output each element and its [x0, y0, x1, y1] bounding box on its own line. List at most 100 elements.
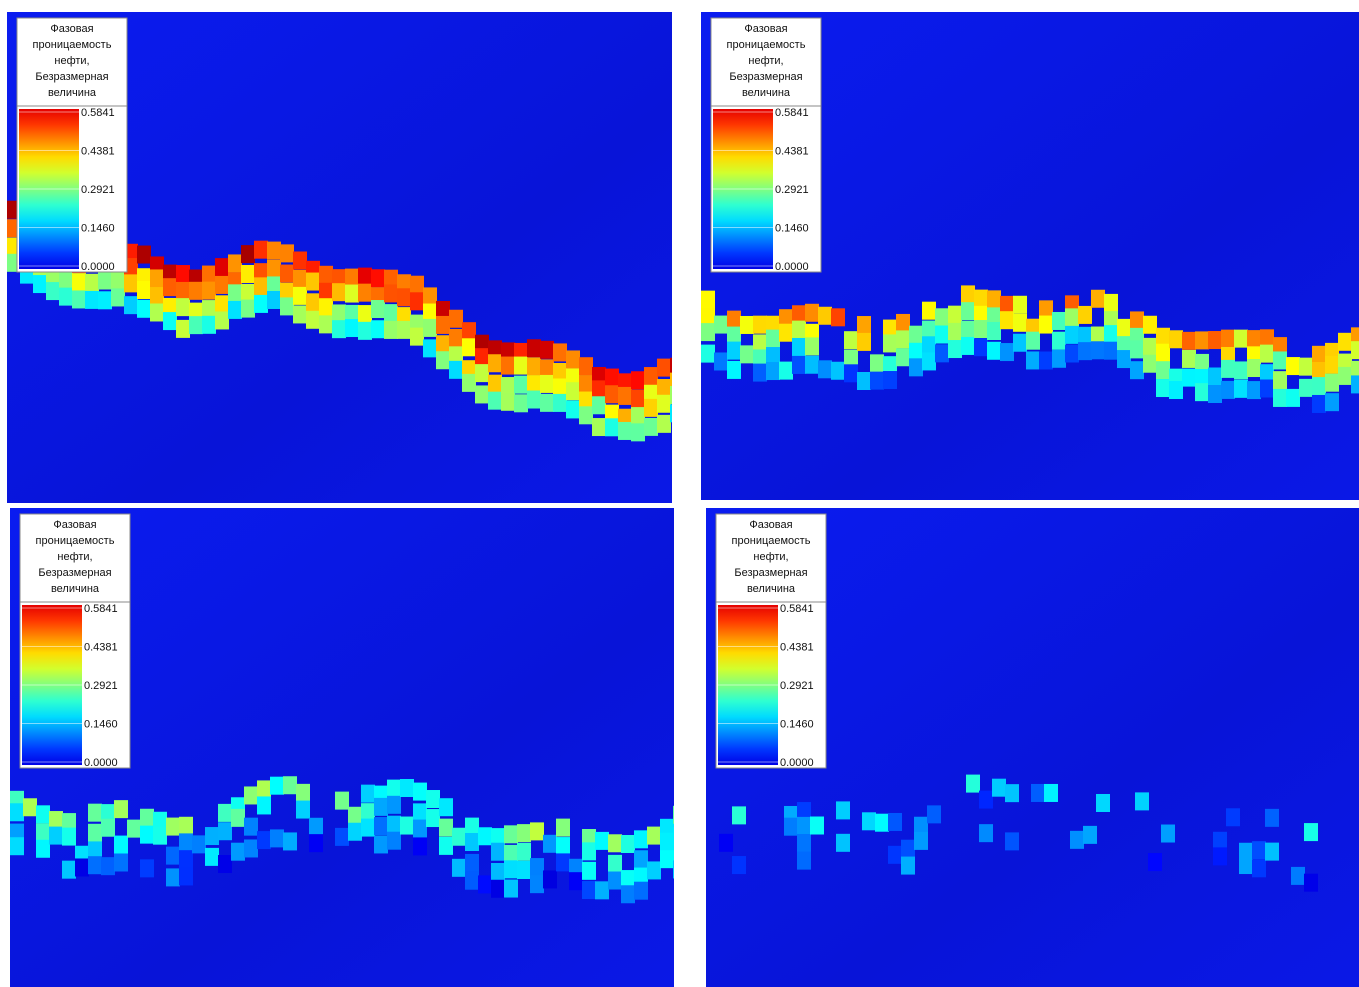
grid-cell	[267, 260, 281, 278]
grid-cell	[883, 334, 897, 352]
grid-cell	[1260, 380, 1274, 398]
grid-cell	[501, 357, 515, 375]
grid-cell	[88, 804, 102, 822]
grid-cell	[1078, 327, 1092, 345]
grid-cell	[179, 833, 193, 851]
grid-cell	[1135, 792, 1149, 810]
grid-cell	[922, 336, 936, 354]
grid-cell	[465, 872, 479, 890]
panel: Фазоваяпроницаемостьнефти,Безразмернаяве…	[701, 12, 1359, 500]
grid-cell	[1325, 356, 1339, 374]
grid-cell	[922, 321, 936, 339]
grid-cell	[10, 803, 24, 821]
grid-cell	[792, 338, 806, 356]
grid-cell	[753, 316, 767, 334]
grid-cell	[631, 407, 645, 425]
grid-cell	[1169, 330, 1183, 348]
grid-cell	[540, 375, 554, 393]
grid-cell	[176, 282, 190, 300]
legend-title: проницаемость	[732, 535, 811, 547]
grid-cell	[202, 316, 216, 334]
grid-cell	[857, 372, 871, 390]
grid-cell	[530, 875, 544, 893]
grid-cell	[1252, 859, 1266, 877]
grid-cell	[488, 354, 502, 372]
grid-cell	[1234, 330, 1248, 348]
grid-cell	[922, 302, 936, 320]
grid-cell	[1286, 389, 1300, 407]
grid-cell	[452, 859, 466, 877]
grid-cell	[1156, 328, 1170, 346]
grid-cell	[449, 310, 463, 328]
grid-cell	[553, 394, 567, 412]
grid-cell	[293, 270, 307, 288]
grid-cell	[371, 320, 385, 338]
legend-title: нефти,	[57, 551, 92, 563]
grid-cell	[439, 837, 453, 855]
grid-cell	[1044, 784, 1058, 802]
grid-cell	[166, 847, 180, 865]
grid-cell	[1013, 296, 1027, 314]
grid-cell	[1039, 352, 1053, 370]
tick-label: 0.5841	[81, 107, 115, 119]
grid-cell	[36, 823, 50, 841]
grid-cell	[358, 268, 372, 286]
grid-cell	[909, 343, 923, 361]
grid-cell	[176, 265, 190, 283]
grid-cell	[1013, 314, 1027, 332]
grid-cell	[413, 837, 427, 855]
grid-cell	[36, 840, 50, 858]
grid-cell	[527, 339, 541, 357]
grid-cell	[579, 406, 593, 424]
grid-cell	[504, 845, 518, 863]
grid-cell	[309, 818, 323, 836]
grid-cell	[579, 357, 593, 375]
grid-cell	[556, 819, 570, 837]
grid-cell	[241, 300, 255, 318]
grid-cell	[644, 367, 658, 385]
grid-cell	[101, 819, 115, 837]
legend: Фазоваяпроницаемостьнефти,Безразмернаяве…	[711, 18, 821, 273]
grid-cell	[974, 290, 988, 308]
grid-cell	[556, 837, 570, 855]
grid-cell	[1226, 808, 1240, 826]
grid-cell	[176, 298, 190, 316]
grid-cell	[257, 780, 271, 798]
grid-cell	[1031, 784, 1045, 802]
grid-cell	[673, 806, 674, 824]
grid-cell	[857, 333, 871, 351]
grid-cell	[254, 277, 268, 295]
grid-cell	[361, 785, 375, 803]
grid-cell	[374, 835, 388, 853]
grid-cell	[766, 330, 780, 348]
grid-cell	[413, 783, 427, 801]
grid-cell	[98, 272, 112, 290]
grid-cell	[62, 861, 76, 879]
legend-title: Безразмерная	[35, 71, 108, 83]
grid-cell	[831, 308, 845, 326]
grid-cell	[488, 392, 502, 410]
grid-cell	[374, 798, 388, 816]
grid-cell	[543, 835, 557, 853]
legend-title: нефти,	[748, 55, 783, 67]
grid-cell	[1104, 294, 1118, 312]
grid-cell	[1273, 351, 1287, 369]
grid-cell	[1005, 832, 1019, 850]
grid-cell	[410, 292, 424, 310]
grid-cell	[901, 840, 915, 858]
grid-cell	[189, 316, 203, 334]
grid-cell	[33, 275, 47, 293]
grid-cell	[319, 315, 333, 333]
grid-cell	[862, 812, 876, 830]
grid-cell	[1000, 311, 1014, 329]
grid-cell	[202, 282, 216, 300]
grid-cell	[914, 832, 928, 850]
grid-cell	[657, 395, 671, 413]
grid-cell	[306, 273, 320, 291]
grid-cell	[1247, 330, 1261, 348]
grid-cell	[1273, 371, 1287, 389]
grid-cell	[228, 254, 242, 272]
grid-cell	[361, 803, 375, 821]
grid-cell	[1312, 395, 1326, 413]
grid-cell	[387, 816, 401, 834]
